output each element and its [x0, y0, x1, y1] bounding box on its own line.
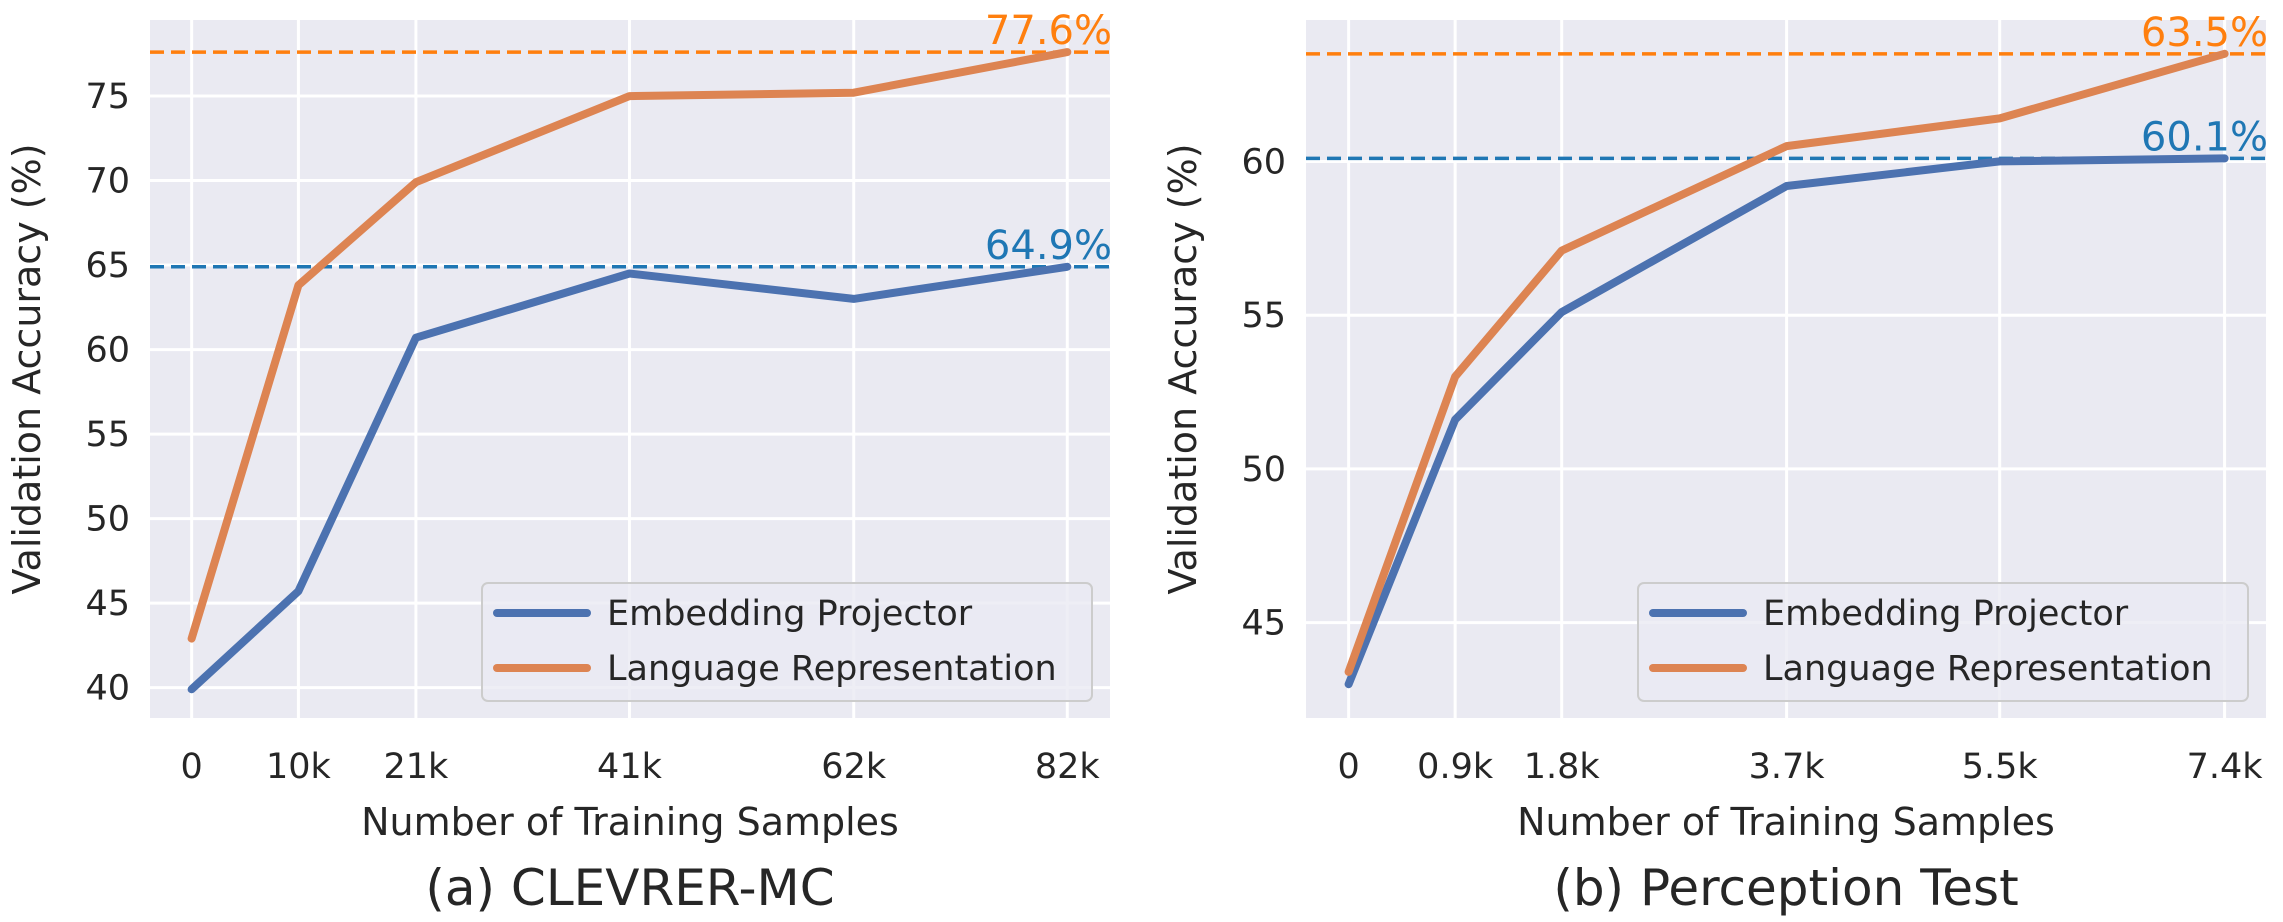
series-line-2 — [1344, 49, 2229, 676]
y-tick-label: 45 — [1241, 604, 1286, 644]
legend-label: Embedding Projector — [1763, 594, 2129, 634]
x-tick-label: 3.7k — [1749, 747, 1826, 787]
x-tick-label: 1.8k — [1524, 747, 1601, 787]
x-axis-label: Number of Training Samples — [361, 800, 899, 844]
x-tick-label: 21k — [383, 747, 449, 787]
x-axis-label: Number of Training Samples — [1517, 800, 2055, 844]
y-tick-label: 60 — [85, 331, 130, 371]
legend-label: Embedding Projector — [607, 594, 973, 634]
y-tick-label: 55 — [1241, 296, 1286, 336]
x-tick-label: 0.9k — [1417, 747, 1494, 787]
legend: Embedding Projector Language Representati… — [481, 582, 1093, 702]
legend-box — [1637, 582, 2249, 702]
legend-box — [481, 582, 1093, 702]
legend-label: Language Representation — [1763, 649, 2213, 689]
y-tick-label: 75 — [85, 77, 130, 117]
y-tick-label: 45 — [85, 584, 130, 624]
x-tick-label: 5.5k — [1962, 747, 2039, 787]
x-tick-label: 7.4k — [2187, 747, 2264, 787]
x-tick-label: 10k — [266, 747, 332, 787]
reference-label: 63.5% — [2141, 10, 2268, 56]
x-tick-label: 82k — [1035, 747, 1101, 787]
series-line-1 — [1344, 154, 2229, 689]
x-tick-label: 0 — [1337, 747, 1359, 787]
y-tick-label: 55 — [85, 415, 130, 455]
chart-panel-2: 63.5% 60.1% 0 0.9k 1.8k 3.7k 5.5k 7.4k 45 50 55 60 N… — [1161, 10, 2268, 917]
series-line-1 — [187, 262, 1072, 694]
reference-label: 60.1% — [2141, 114, 2268, 160]
y-tick-label: 50 — [1241, 450, 1286, 490]
x-tick-label: 41k — [597, 747, 663, 787]
legend-label: Language Representation — [607, 649, 1057, 689]
y-tick-label: 50 — [85, 500, 130, 540]
chart-panel-1: 77.6% 64.9% 0 10k 21k 41k 62k 82k 40 45 50 55 60 65 70… — [5, 8, 1112, 917]
y-tick-label: 70 — [85, 162, 130, 202]
reference-label: 77.6% — [985, 8, 1112, 54]
y-axis-label: Validation Accuracy (%) — [1161, 143, 1205, 594]
reference-label: 64.9% — [985, 223, 1112, 269]
x-tick-label: 0 — [181, 747, 203, 787]
y-axis-label: Validation Accuracy (%) — [5, 143, 49, 594]
chart-caption: (a) CLEVRER-MC — [425, 859, 834, 917]
legend: Embedding Projector Language Representati… — [1637, 582, 2249, 702]
chart-caption: (b) Perception Test — [1553, 859, 2018, 917]
x-tick-label: 62k — [821, 747, 887, 787]
y-tick-label: 60 — [1241, 142, 1286, 182]
series-line-2 — [187, 48, 1072, 643]
y-tick-label: 65 — [85, 246, 130, 286]
y-tick-label: 40 — [85, 669, 130, 709]
